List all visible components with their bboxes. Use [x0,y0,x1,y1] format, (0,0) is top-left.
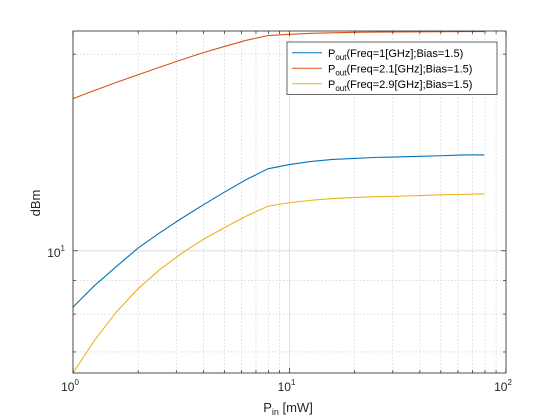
legend[interactable]: Pout(Freq=1[GHz];Bias=1.5)Pout(Freq=2.1[… [286,41,498,95]
x-tick-base: 10 [494,380,508,394]
x-axis-label: Pin [mW] [263,400,313,417]
y-tick-base: 10 [47,246,61,260]
legend-entry-sub: out [335,84,347,93]
legend-entry-name: P [328,48,335,60]
series-line-3 [72,193,485,374]
x-tick-exp: 1 [291,378,296,387]
x-axis-label-main: P [263,400,272,415]
legend-entry-1: Pout(Freq=1[GHz];Bias=1.5) [328,48,463,62]
x-axis-label-rest: [mW] [279,400,313,415]
series-line-1 [72,154,485,308]
y-tick-labels: 101 [47,244,65,260]
x-tick-exp: 0 [74,378,79,387]
x-tick-base: 10 [278,380,292,394]
y-tick-label: 101 [47,244,65,260]
series-line-2 [72,30,485,100]
y-tick-exp: 1 [61,244,66,253]
x-tick-label: 101 [278,378,296,394]
x-tick-base: 10 [61,380,75,394]
legend-entry-sub: out [335,53,347,62]
x-tick-label: 102 [494,378,512,394]
x-tick-labels: 100 101 102 [61,378,512,394]
legend-entry-2: Pout(Freq=2.1[GHz];Bias=1.5) [328,63,472,77]
axes [72,30,507,374]
y-axis-label: dBm [28,190,43,217]
data-series [72,30,485,374]
x-axis-label-sub: in [272,407,279,417]
x-tick-label: 100 [61,378,79,394]
x-tick-exp: 2 [507,378,512,387]
legend-entry-rest: (Freq=2.9[GHz];Bias=1.5) [346,79,472,91]
legend-entry-name: P [328,79,335,91]
legend-entry-3: Pout(Freq=2.9[GHz];Bias=1.5) [328,79,472,93]
legend-entry-rest: (Freq=2.1[GHz];Bias=1.5) [346,63,472,75]
legend-entry-rest: (Freq=1[GHz];Bias=1.5) [346,48,463,60]
legend-entry-name: P [328,63,335,75]
legend-entry-sub: out [335,68,347,77]
